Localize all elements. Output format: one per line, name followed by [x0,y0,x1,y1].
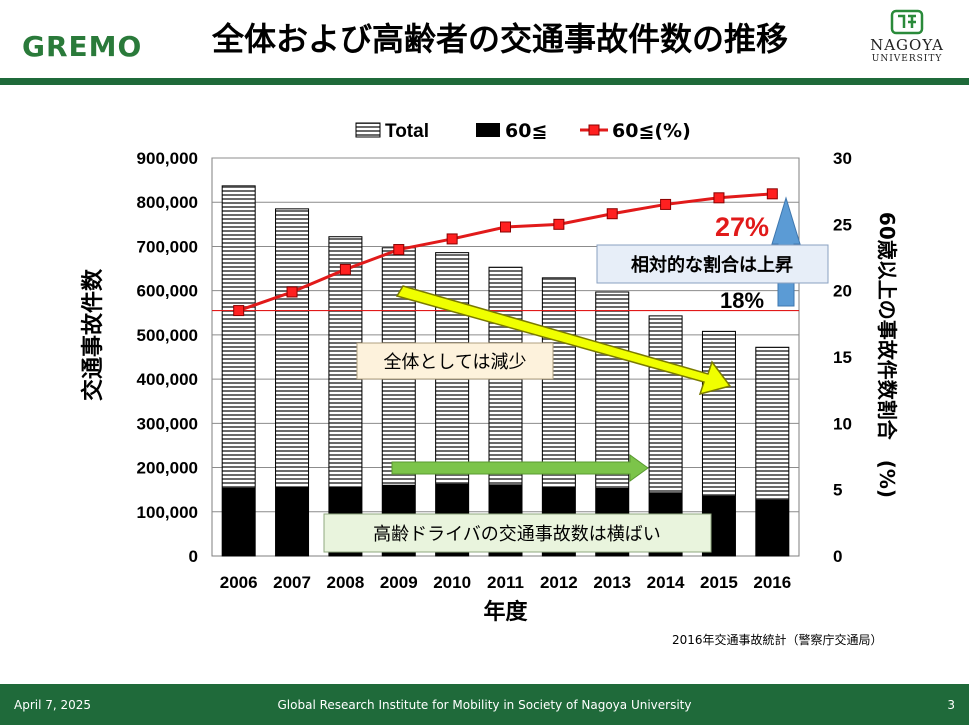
nagoya-emblem-icon [890,9,924,35]
y2-axis-title: 60歳以上の事故件数割合 (%) [875,212,899,498]
x-tick-label: 2014 [647,573,685,592]
footer-institute: Global Research Institute for Mobility i… [277,698,692,712]
pct-point-2008 [339,263,351,275]
legend-label-pct: 60≦(%) [612,120,691,142]
y2-tick-label: 5 [833,481,842,500]
y-tick-label: 400,000 [137,370,198,389]
slide-title: 全体および高齢者の交通事故件数の推移 [211,20,788,58]
x-tick-label: 2016 [753,573,791,592]
y2-tick-label: 0 [833,547,842,566]
slide-header: GREMO 全体および高齢者の交通事故件数の推移 NAGOYA UNIVERSI… [0,0,969,80]
source-note: 2016年交通事故統計（警察庁交通局） [672,633,883,647]
rise-callout-box [596,244,829,284]
x-tick-label: 2011 [487,573,524,592]
y-tick-label: 700,000 [137,237,198,256]
x-tick-label: 2015 [700,573,738,592]
y-tick-label: 800,000 [137,193,198,212]
pct-point-2009 [393,244,405,256]
nagoya-logo-subtitle: UNIVERSITY [871,54,943,64]
pct-point-2013 [606,208,618,220]
x-tick-label: 2007 [273,573,311,592]
y-tick-label: 0 [189,547,198,566]
y-tick-label: 600,000 [137,282,198,301]
legend-swatch-total [355,122,381,138]
page-number: 3 [947,698,955,712]
y2-tick-label: 10 [833,414,852,433]
decrease-callout-text: 全体としては減少 [383,352,526,373]
y2-tick-label: 30 [833,149,852,168]
y-tick-label: 900,000 [137,149,198,168]
decrease-arrow [395,285,732,396]
x-tick-label: 2010 [433,573,471,592]
pct-point-2016 [766,188,778,200]
pct-point-2014 [660,198,672,210]
y2-tick-label: 15 [833,348,852,367]
pct-point-2006 [233,305,245,317]
x-tick-label: 2008 [326,573,364,592]
bar-elderly-2016 [755,499,789,556]
bar-elderly-2007 [275,487,309,556]
legend-swatch-elderly [476,123,500,137]
y-axis-title: 交通事故件数 [80,268,106,401]
legend-label-elderly: 60≦ [505,120,547,142]
pct-point-2007 [286,286,298,298]
footer-date: April 7, 2025 [14,698,92,712]
pct-point-2010 [446,233,458,245]
pct-high-label: 27% [715,212,769,242]
header-rule [0,78,969,85]
x-axis-title: 年度 [483,599,528,625]
pct-point-2011 [500,221,511,233]
pct-point-2015 [713,192,725,204]
y2-tick-label: 20 [833,282,852,301]
pct-low-label: 18% [720,288,764,313]
flat-callout-text: 高齢ドライバの交通事故数は横ばい [373,524,661,545]
bar-elderly-2006 [222,487,256,556]
flat-callout-box [323,513,712,553]
rise-callout-text: 相対的な割合は上昇 [631,254,793,276]
y-tick-label: 200,000 [137,459,198,478]
legend-swatch-pct-marker [588,124,600,136]
nagoya-university-logo: NAGOYA UNIVERSITY [862,8,952,64]
nagoya-logo-name: NAGOYA [870,36,944,54]
y-tick-label: 500,000 [137,326,198,345]
x-tick-label: 2012 [540,573,578,592]
y-tick-label: 300,000 [137,414,198,433]
y2-tick-label: 25 [833,215,852,234]
gremo-logo: GREMO [22,30,143,63]
pct-point-2012 [553,218,565,230]
y-tick-label: 100,000 [137,503,198,522]
x-tick-label: 2013 [593,573,631,592]
traffic-accident-chart: 0 100,000 200,000 300,000 400,000 500,000 600,… [80,120,899,625]
decrease-callout-box [356,342,554,380]
slide-footer: April 7, 2025 Global Research Institute … [0,684,969,725]
x-tick-label: 2006 [220,573,258,592]
legend-label-total: Total [385,121,429,142]
x-tick-label: 2009 [380,573,418,592]
flat-arrow [391,454,649,482]
